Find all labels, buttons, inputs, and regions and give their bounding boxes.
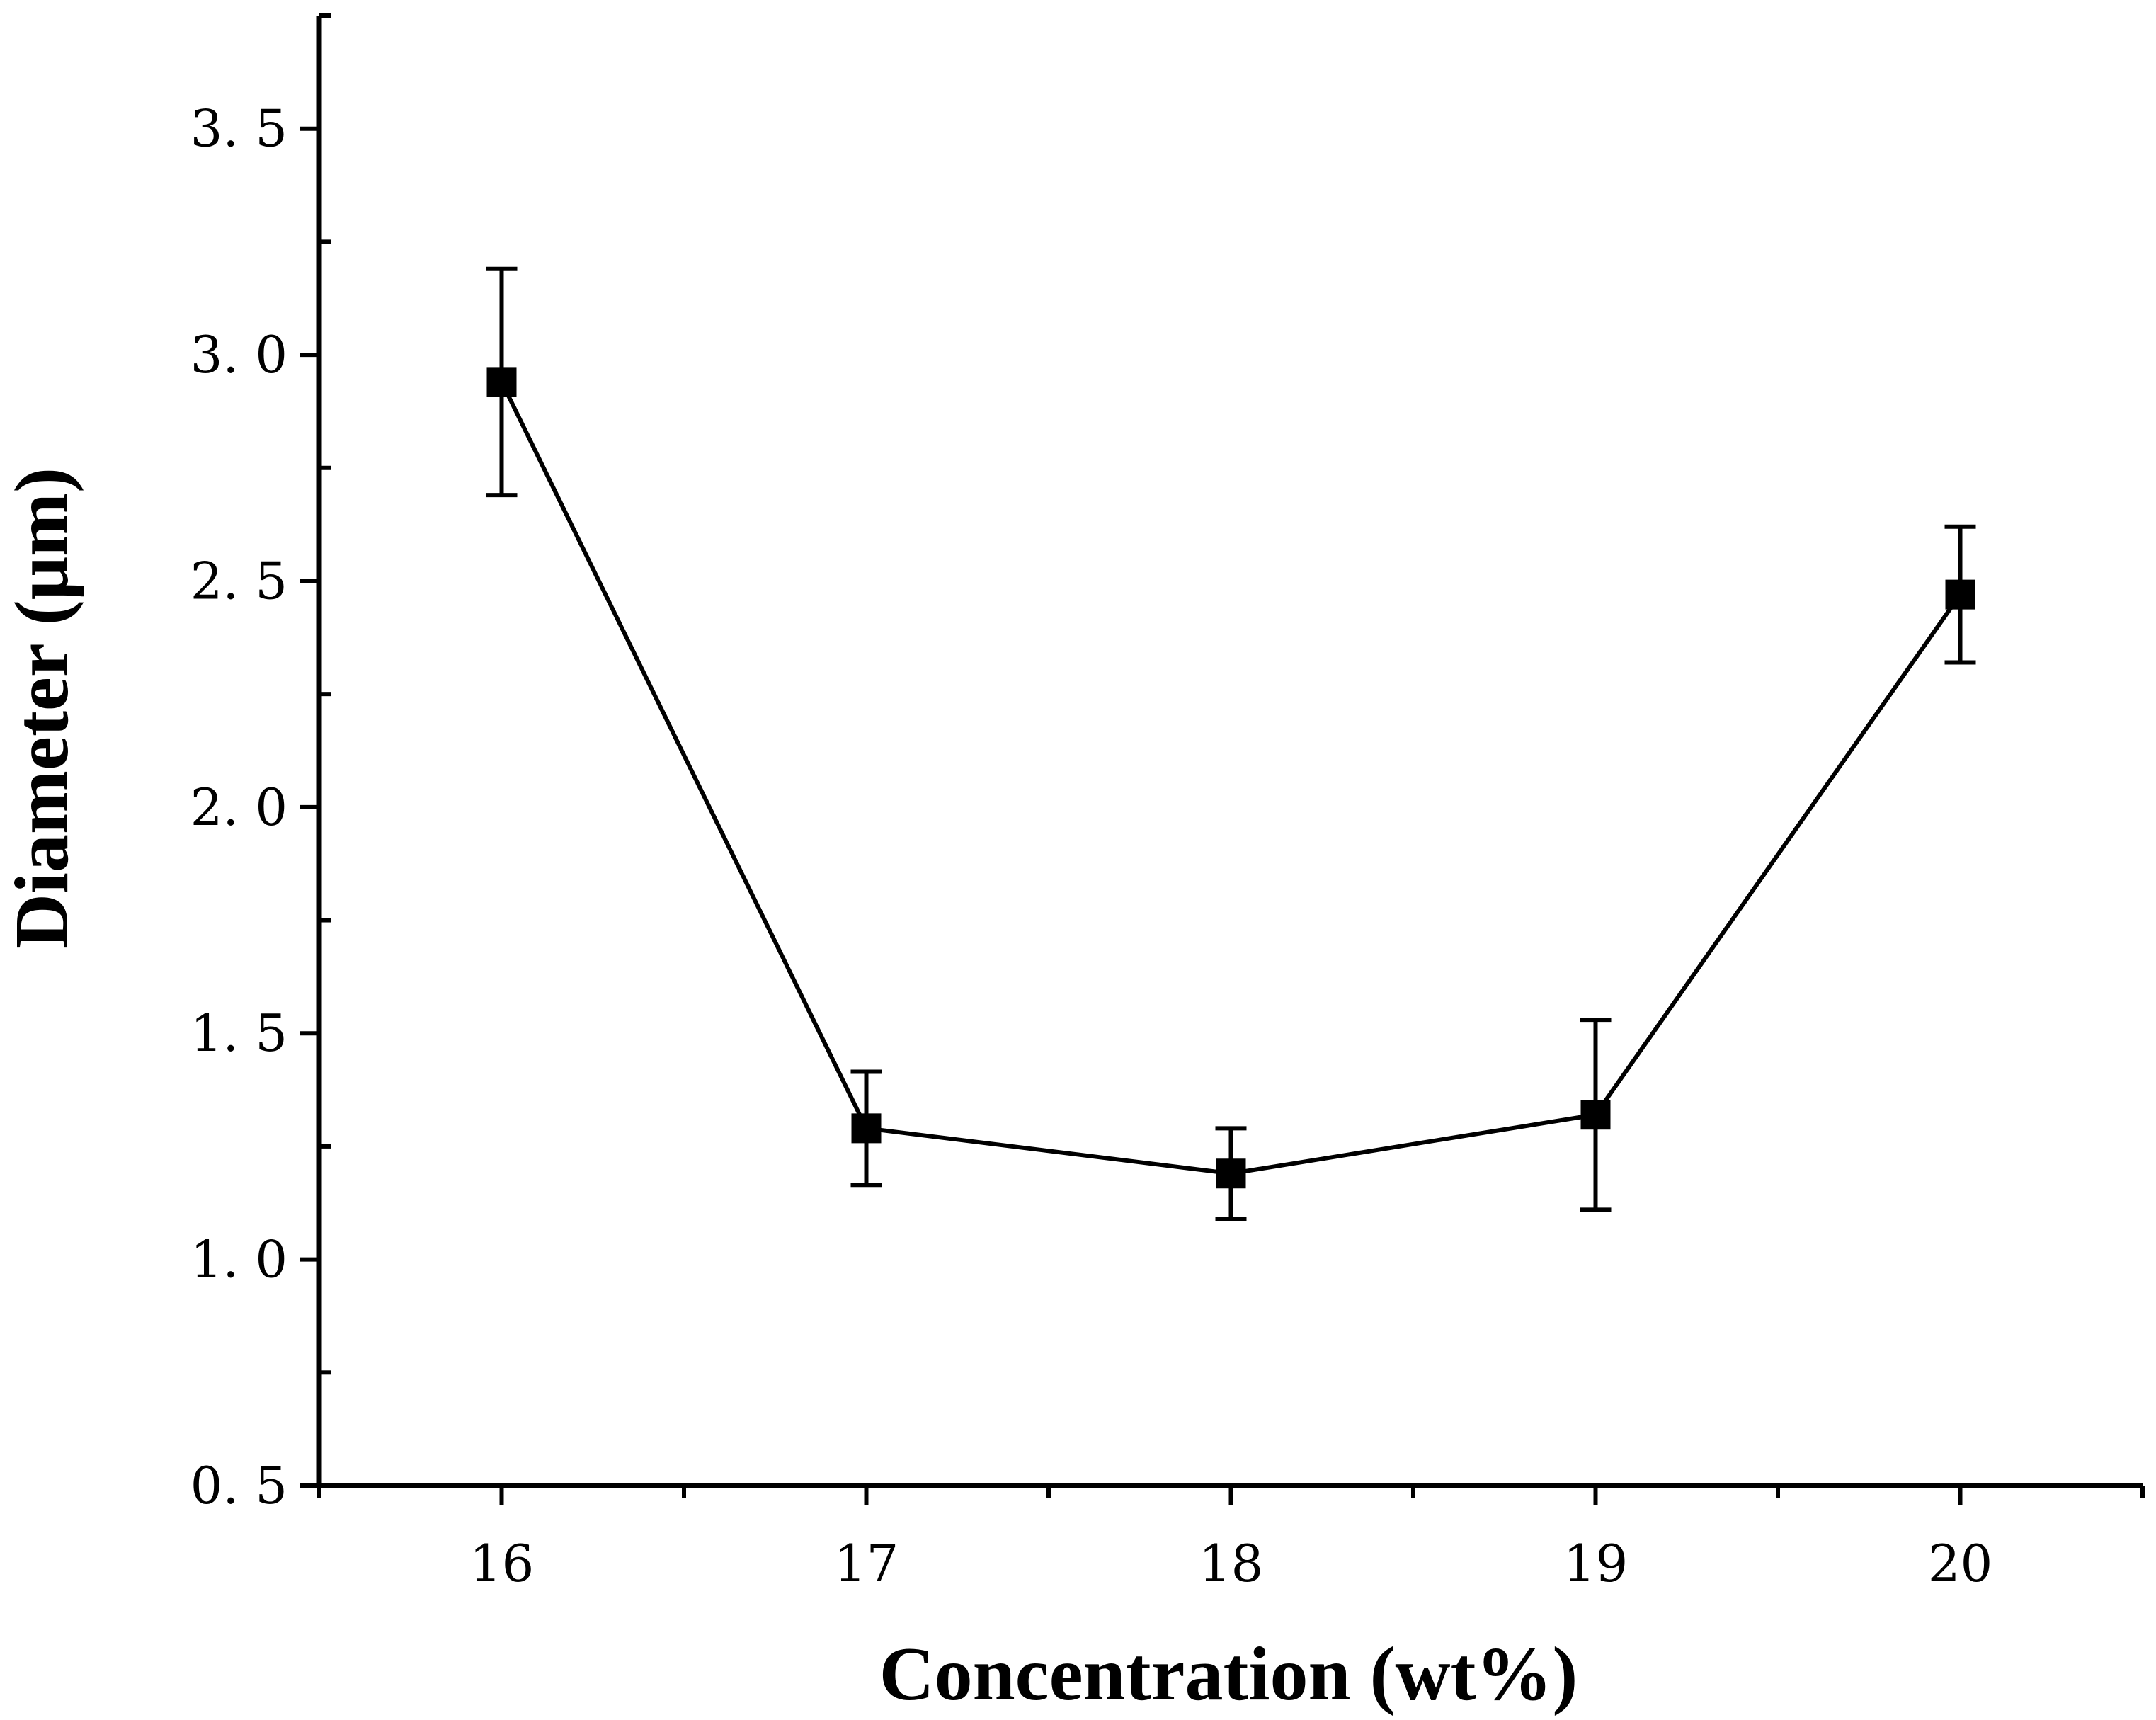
x-axis-title: Concentration (wt%) xyxy=(879,1632,1578,1716)
x-tick-label: 20 xyxy=(1928,1534,1993,1593)
x-tick-label: 18 xyxy=(1199,1534,1264,1593)
x-tick-label: 17 xyxy=(834,1534,899,1593)
x-tick-label: 19 xyxy=(1563,1534,1629,1593)
y-tick-label: 0. 5 xyxy=(190,1456,287,1515)
y-tick-label: 3. 0 xyxy=(190,325,287,385)
y-tick-label: 2. 5 xyxy=(190,551,287,610)
data-point-marker xyxy=(486,367,517,397)
data-point-marker xyxy=(1580,1100,1611,1130)
data-point-marker xyxy=(1216,1158,1246,1189)
ticks xyxy=(300,13,2145,1505)
data-point-marker xyxy=(851,1113,882,1144)
data-point-marker xyxy=(1945,579,1975,610)
y-tick-label: 1. 0 xyxy=(190,1230,287,1289)
tick-labels: 0. 5 1. 0 1. 5 2. 0 2. 5 3. 0 3. 5 16 17 18 19 20 xyxy=(190,99,1993,1593)
y-tick-label: 1. 5 xyxy=(190,1003,287,1063)
axes xyxy=(316,16,2143,1488)
x-tick-label: 16 xyxy=(469,1534,535,1593)
y-axis-title: Diameter (μm) xyxy=(0,467,84,949)
series-line xyxy=(499,381,1962,1176)
series xyxy=(486,266,1976,1221)
y-tick-label: 3. 5 xyxy=(190,99,287,159)
y-tick-label: 2. 0 xyxy=(190,778,287,837)
